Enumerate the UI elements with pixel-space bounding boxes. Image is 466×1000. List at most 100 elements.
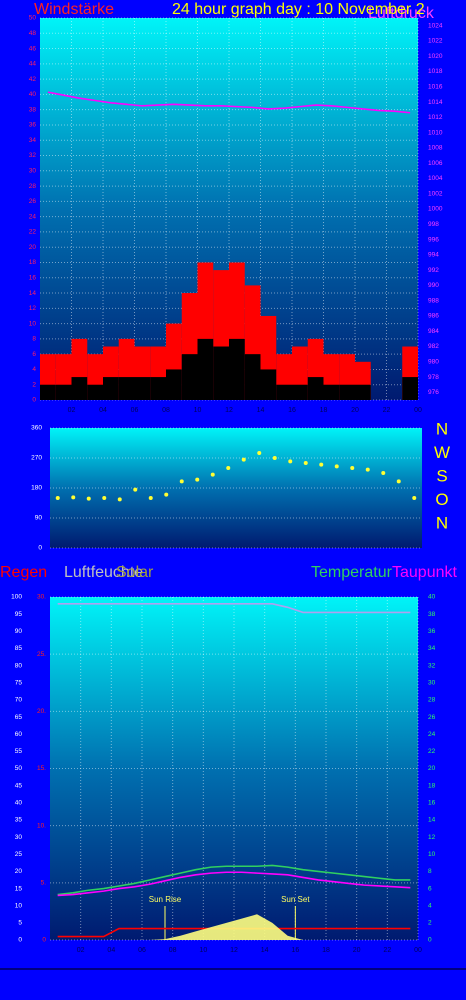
compass-label: N bbox=[436, 513, 448, 532]
y-tick-label: 12 bbox=[428, 834, 436, 841]
y-tick-label: 30 bbox=[29, 168, 37, 175]
y-tick-label: 1006 bbox=[428, 160, 443, 167]
point bbox=[179, 479, 184, 484]
point bbox=[195, 477, 200, 482]
legend-entry: Temperatur bbox=[311, 564, 393, 581]
bar bbox=[260, 369, 277, 400]
x-tick-label: 08 bbox=[169, 947, 177, 954]
bar bbox=[181, 354, 198, 400]
y-tick-label: 0 bbox=[42, 937, 46, 944]
point bbox=[303, 461, 308, 465]
y-tick-label: 34 bbox=[29, 137, 37, 144]
y-tick-label: 1016 bbox=[428, 83, 443, 90]
y-tick-label: 1010 bbox=[428, 129, 443, 136]
x-tick-label: 00 bbox=[414, 947, 422, 954]
line bbox=[47, 91, 411, 114]
y-tick-label: 14 bbox=[428, 817, 436, 824]
y-tick-label: 38 bbox=[428, 611, 436, 618]
y-tick-label: 15. bbox=[37, 765, 46, 772]
y-tick-label: 15 bbox=[15, 885, 23, 892]
bar bbox=[355, 384, 371, 400]
y-tick-label: 270 bbox=[31, 455, 42, 462]
y-tick-label: 20 bbox=[15, 868, 23, 875]
y-tick-label: 30. bbox=[37, 594, 46, 601]
point bbox=[288, 459, 293, 464]
point bbox=[55, 496, 60, 500]
y-tick-label: 16 bbox=[428, 800, 436, 807]
y-tick-label: 18 bbox=[428, 782, 436, 789]
y-tick-label: 18 bbox=[29, 259, 37, 266]
bar bbox=[40, 384, 56, 400]
y-tick-label: 26 bbox=[428, 714, 436, 721]
y-tick-label: 48 bbox=[29, 30, 37, 37]
y-tick-label: 10 bbox=[29, 320, 37, 327]
legend-entry: Solar bbox=[116, 564, 154, 581]
y-tick-label: 90 bbox=[15, 628, 23, 635]
x-tick-label: 22 bbox=[383, 407, 391, 414]
y-tick-label: 998 bbox=[428, 221, 439, 228]
x-tick-label: 14 bbox=[261, 947, 269, 954]
y-tick-label: 16 bbox=[29, 274, 37, 281]
bar bbox=[276, 384, 292, 400]
line bbox=[57, 871, 411, 897]
bar bbox=[55, 384, 72, 400]
y-tick-label: 26 bbox=[29, 198, 37, 205]
point bbox=[164, 492, 169, 497]
line bbox=[57, 603, 411, 614]
y-tick-label: 44 bbox=[29, 61, 37, 68]
y-tick-label: 80 bbox=[15, 662, 23, 669]
point bbox=[210, 472, 215, 477]
y-tick-label: 980 bbox=[428, 359, 439, 366]
y-tick-label: 978 bbox=[428, 374, 439, 381]
y-tick-label: 992 bbox=[428, 267, 439, 274]
y-tick-label: 10. bbox=[37, 822, 46, 829]
y-tick-label: 22 bbox=[428, 748, 436, 755]
point bbox=[272, 456, 277, 460]
y-tick-label: 10 bbox=[15, 902, 23, 909]
y2-axis-label: Luftdruck bbox=[368, 5, 435, 22]
bar bbox=[402, 377, 418, 400]
y-tick-label: 34 bbox=[428, 645, 436, 652]
y-tick-label: 36 bbox=[29, 122, 37, 129]
bar bbox=[323, 384, 340, 400]
y-tick-label: 1020 bbox=[428, 53, 443, 60]
y-tick-label: 30 bbox=[15, 834, 23, 841]
y-tick-label: 38 bbox=[29, 106, 37, 113]
bar bbox=[103, 377, 119, 400]
compass-label: O bbox=[435, 490, 448, 509]
y-tick-label: 988 bbox=[428, 297, 439, 304]
x-tick-label: 12 bbox=[225, 407, 233, 414]
y-tick-label: 50 bbox=[15, 765, 23, 772]
y-tick-label: 1022 bbox=[428, 38, 443, 45]
bar bbox=[292, 384, 308, 400]
x-tick-label: 16 bbox=[288, 407, 296, 414]
x-tick-label: 16 bbox=[291, 947, 299, 954]
x-tick-label: 00 bbox=[414, 407, 422, 414]
y-tick-label: 20. bbox=[37, 708, 46, 715]
bar bbox=[339, 384, 355, 400]
x-tick-label: 06 bbox=[138, 947, 146, 954]
y-tick-label: 28 bbox=[29, 183, 37, 190]
x-tick-label: 10 bbox=[194, 407, 202, 414]
y-tick-label: 1002 bbox=[428, 190, 443, 197]
point bbox=[241, 457, 246, 462]
y-tick-label: 40 bbox=[428, 594, 436, 601]
bar bbox=[71, 377, 88, 400]
y-tick-label: 20 bbox=[29, 244, 37, 251]
y-tick-label: 0 bbox=[18, 937, 22, 944]
y-tick-label: 42 bbox=[29, 76, 37, 83]
point bbox=[133, 487, 138, 492]
y-tick-label: 1008 bbox=[428, 145, 443, 152]
y-tick-label: 70 bbox=[15, 697, 23, 704]
bar bbox=[118, 377, 135, 400]
legend-entry: Taupunkt bbox=[392, 564, 457, 581]
y-tick-label: 994 bbox=[428, 252, 439, 259]
y-tick-label: 12 bbox=[29, 305, 37, 312]
plot-area bbox=[50, 428, 422, 548]
y-tick-label: 2 bbox=[32, 381, 36, 388]
bar bbox=[134, 377, 151, 400]
y-tick-label: 4 bbox=[32, 366, 36, 373]
x-tick-label: 04 bbox=[99, 407, 107, 414]
